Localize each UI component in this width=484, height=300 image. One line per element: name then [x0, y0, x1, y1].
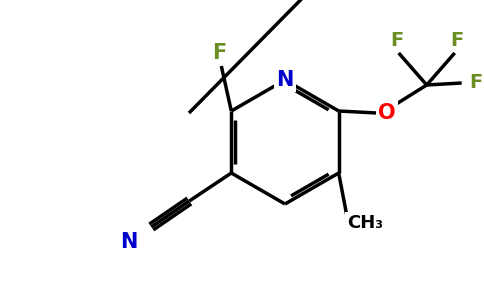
Text: N: N: [121, 232, 138, 252]
Text: O: O: [378, 103, 395, 123]
Text: F: F: [469, 74, 483, 92]
Text: F: F: [212, 43, 227, 63]
Text: F: F: [390, 32, 403, 50]
Text: F: F: [450, 32, 463, 50]
Text: CH₃: CH₃: [347, 214, 383, 232]
Text: N: N: [276, 70, 294, 90]
